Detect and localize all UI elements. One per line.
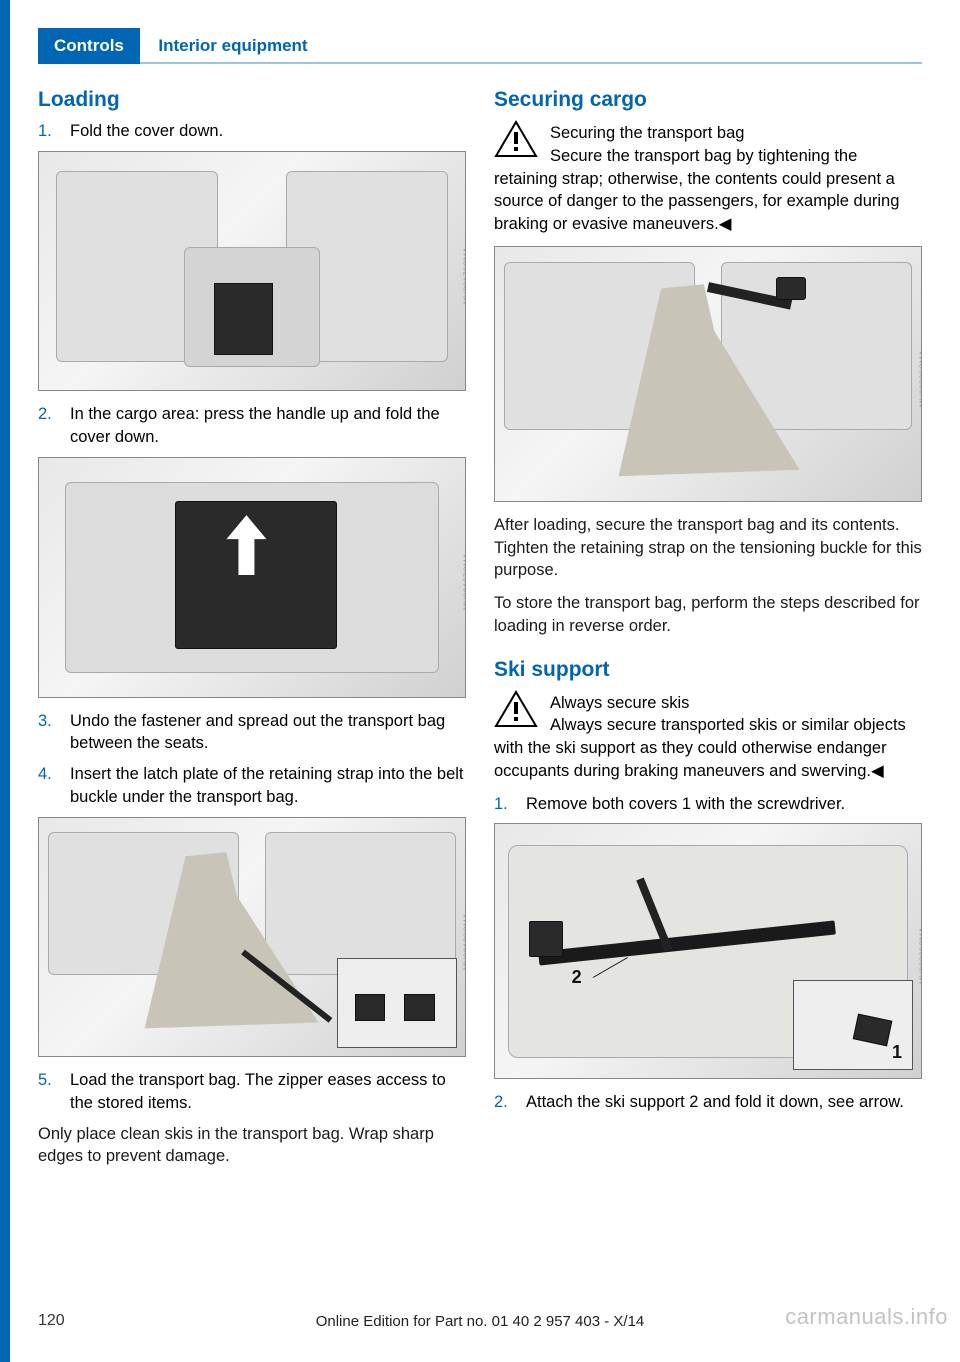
- list-number: 2.: [38, 403, 56, 449]
- warning-icon: [494, 120, 538, 158]
- list-item: 4. Insert the latch plate of the retaini…: [38, 763, 466, 809]
- figure-inset: [337, 958, 457, 1048]
- list-item: 3. Undo the fastener and spread out the …: [38, 710, 466, 756]
- warning-title: Always secure skis: [494, 690, 922, 715]
- figure-ref: MV09006CMA: [919, 350, 923, 407]
- list-number: 2.: [494, 1091, 512, 1114]
- figure-ref: MV09189CMA: [463, 913, 467, 970]
- figure-ref: MV09176CMA: [463, 247, 467, 304]
- warning-body: Secure the transport bag by tightening t…: [494, 145, 922, 236]
- paragraph: To store the transport bag, perform the …: [494, 592, 922, 638]
- figure-cargo-cover-handle: MV09187CMA: [38, 457, 466, 698]
- page-header: Controls Interior equipment: [38, 28, 922, 64]
- figure-ref: MV09339CMA: [919, 927, 923, 984]
- list-number: 4.: [38, 763, 56, 809]
- list-text: Load the transport bag. The zipper eases…: [70, 1069, 466, 1115]
- header-section: Interior equipment: [144, 28, 321, 64]
- list-number: 1.: [494, 793, 512, 816]
- paragraph: After loading, secure the transport bag …: [494, 514, 922, 582]
- callout-1: 1: [892, 1042, 902, 1063]
- callout-2: 2: [572, 967, 582, 988]
- right-column: Securing cargo Securing the transport ba…: [494, 86, 922, 1292]
- warning-block: Always secure skis Always secure transpo…: [494, 690, 922, 783]
- list-item: 2. Attach the ski support 2 and fold it …: [494, 1091, 922, 1114]
- paragraph-note: Only place clean skis in the transport b…: [38, 1123, 466, 1169]
- list-number: 3.: [38, 710, 56, 756]
- list-text: Fold the cover down.: [70, 120, 466, 143]
- figure-ski-support-install: 2 1 MV09339CMA: [494, 823, 922, 1079]
- heading-ski-support: Ski support: [494, 658, 922, 682]
- figure-ref: MV09187CMA: [463, 553, 467, 610]
- warning-body: Always secure transported skis or simila…: [494, 714, 922, 782]
- list-item: 2. In the cargo area: press the handle u…: [38, 403, 466, 449]
- warning-icon: [494, 690, 538, 728]
- page-edge-stripe: [0, 0, 10, 1362]
- list-number: 5.: [38, 1069, 56, 1115]
- list-text: Insert the latch plate of the retaining …: [70, 763, 466, 809]
- figure-rear-seats-cover: MV09176CMA: [38, 151, 466, 392]
- heading-securing-cargo: Securing cargo: [494, 88, 922, 112]
- list-item: 1. Fold the cover down.: [38, 120, 466, 143]
- content-area: Loading 1. Fold the cover down. MV09176C…: [38, 86, 922, 1292]
- list-text: In the cargo area: press the handle up a…: [70, 403, 466, 449]
- list-text: Remove both covers 1 with the screwdrive…: [526, 793, 922, 816]
- list-text: Attach the ski support 2 and fold it dow…: [526, 1091, 922, 1114]
- list-number: 1.: [38, 120, 56, 143]
- left-column: Loading 1. Fold the cover down. MV09176C…: [38, 86, 466, 1292]
- list-item: 1. Remove both covers 1 with the screwdr…: [494, 793, 922, 816]
- warning-block: Securing the transport bag Secure the tr…: [494, 120, 922, 236]
- figure-transport-bag-buckle: MV09189CMA: [38, 817, 466, 1058]
- figure-secured-transport-bag: MV09006CMA: [494, 246, 922, 502]
- list-text: Undo the fastener and spread out the tra…: [70, 710, 466, 756]
- watermark: carmanuals.info: [785, 1304, 948, 1330]
- heading-loading: Loading: [38, 88, 466, 112]
- warning-title: Securing the transport bag: [494, 120, 922, 145]
- list-item: 5. Load the transport bag. The zipper ea…: [38, 1069, 466, 1115]
- header-chapter: Controls: [38, 28, 140, 64]
- figure-inset: 1: [793, 980, 913, 1070]
